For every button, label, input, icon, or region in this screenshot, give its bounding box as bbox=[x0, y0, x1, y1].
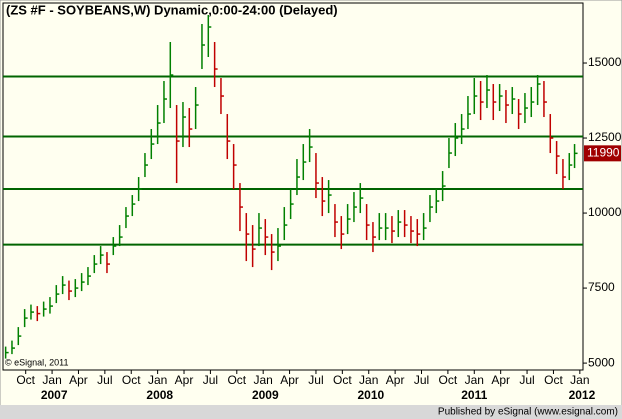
plot-area bbox=[2, 2, 584, 371]
x-tick-label: Oct bbox=[544, 373, 563, 387]
x-tick-label: Jul bbox=[97, 373, 112, 387]
x-tick-label: Jan bbox=[254, 373, 273, 387]
footer-bar bbox=[0, 405, 622, 419]
x-tick-label: Apr bbox=[280, 373, 299, 387]
y-tick-label: 15000 bbox=[588, 55, 622, 69]
footer: Published by eSignal (www.esignal.com) bbox=[438, 407, 618, 418]
x-tick-label: Jul bbox=[414, 373, 429, 387]
x-tick-label: Apr bbox=[491, 373, 510, 387]
y-tick-label: 12500 bbox=[588, 130, 622, 144]
x-tick-label: Apr bbox=[175, 373, 194, 387]
copyright: © eSignal, 2011 bbox=[5, 357, 69, 367]
year-label: 2011 bbox=[461, 388, 487, 402]
x-tick-label: Jan bbox=[42, 373, 61, 387]
x-tick-label: Jan bbox=[148, 373, 167, 387]
year-label: 2010 bbox=[357, 388, 384, 402]
y-tick-label: 10000 bbox=[588, 205, 622, 219]
y-tick-label: 5000 bbox=[588, 355, 615, 369]
year-label: 2007 bbox=[41, 388, 68, 402]
year-label: 2009 bbox=[252, 388, 279, 402]
last-price-label: 11990 bbox=[587, 146, 620, 160]
x-tick-label: Apr bbox=[386, 373, 405, 387]
year-label: 2012 bbox=[569, 388, 596, 402]
x-tick-label: Jan bbox=[570, 373, 589, 387]
last-price-box bbox=[584, 145, 621, 162]
x-tick-label: Jan bbox=[465, 373, 484, 387]
x-tick-label: Jul bbox=[203, 373, 218, 387]
x-tick-label: Jan bbox=[359, 373, 378, 387]
x-tick-label: Oct bbox=[333, 373, 352, 387]
x-tick-label: Jul bbox=[519, 373, 534, 387]
x-tick-label: Oct bbox=[122, 373, 141, 387]
x-tick-label: Oct bbox=[227, 373, 246, 387]
chart-title: (ZS #F - SOYBEANS,W) Dynamic,0:00-24:00 … bbox=[6, 2, 338, 17]
year-label: 2008 bbox=[146, 388, 173, 402]
x-tick-label: Oct bbox=[16, 373, 35, 387]
y-tick-label: 7500 bbox=[588, 280, 615, 294]
x-tick-label: Jul bbox=[308, 373, 323, 387]
x-tick-label: Oct bbox=[439, 373, 458, 387]
x-tick-label: Apr bbox=[69, 373, 88, 387]
